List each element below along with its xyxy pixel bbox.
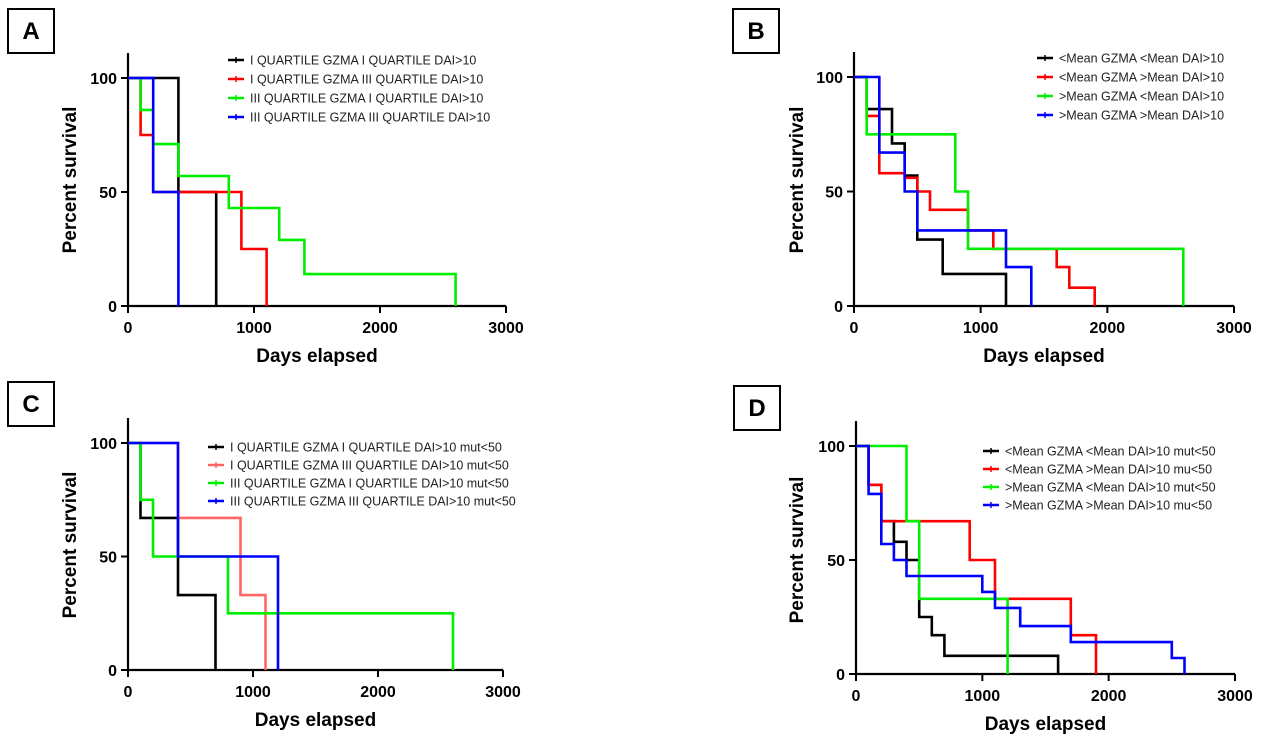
survival-curve-4 (128, 441, 280, 670)
x-tick-label: 2000 (362, 320, 398, 337)
legend-label: III QUARTILE GZMA III QUARTILE DAI>10 mu… (230, 495, 516, 509)
x-tick-label: 2000 (360, 684, 396, 701)
x-tick-label: 1000 (965, 688, 1001, 705)
survival-curve-3 (854, 75, 1185, 306)
x-tick-label: 1000 (236, 320, 272, 337)
x-tick-label: 1000 (235, 684, 271, 701)
y-tick-label: 50 (827, 553, 845, 570)
legend-label: I QUARTILE GZMA III QUARTILE DAI>10 (250, 73, 483, 87)
survival-curve-3 (128, 441, 455, 670)
x-tick-label: 0 (124, 320, 133, 337)
x-tick-label: 3000 (1217, 688, 1253, 705)
legend-label: III QUARTILE GZMA I QUARTILE DAI>10 mut<… (230, 477, 509, 491)
legend-label: III QUARTILE GZMA I QUARTILE DAI>10 (250, 92, 483, 106)
survival-curve-3 (856, 444, 1009, 674)
legend-label: >Mean GZMA >Mean DAI>10 (1059, 109, 1224, 123)
legend-label: <Mean GZMA <Mean DAI>10 (1059, 52, 1224, 66)
y-tick-label: 100 (818, 439, 845, 456)
panel-label-box (732, 8, 780, 54)
legend-label: I QUARTILE GZMA I QUARTILE DAI>10 mut<50 (230, 441, 502, 455)
legend: <Mean GZMA <Mean DAI>10 <Mean GZMA >Mean … (1037, 52, 1224, 123)
legend-label: I QUARTILE GZMA III QUARTILE DAI>10 mut<… (230, 459, 509, 473)
x-tick-label: 1000 (963, 320, 999, 337)
legend-label: I QUARTILE GZMA I QUARTILE DAI>10 (250, 54, 476, 68)
survival-curve-4 (128, 76, 180, 306)
y-tick-label: 50 (825, 185, 843, 202)
legend: I QUARTILE GZMA I QUARTILE DAI>10 mut<50… (208, 441, 516, 509)
x-tick-label: 3000 (485, 684, 521, 701)
panel-label-box (7, 381, 55, 427)
y-tick-label: 100 (816, 70, 843, 87)
y-axis-title: Percent survival (60, 472, 81, 619)
legend-label: >Mean GZMA >Mean DAI>10 mu<50 (1005, 499, 1212, 513)
legend-label: <Mean GZMA >Mean DAI>10 (1059, 71, 1224, 85)
x-axis-title: Days elapsed (985, 714, 1106, 735)
y-tick-label: 0 (108, 299, 117, 316)
panel-label: A (22, 18, 39, 45)
panel-label: B (747, 18, 764, 45)
panel-label: C (22, 391, 39, 418)
x-tick-label: 2000 (1091, 688, 1127, 705)
legend-label: >Mean GZMA <Mean DAI>10 mut<50 (1005, 481, 1216, 495)
x-tick-label: 0 (124, 684, 133, 701)
panel-label-box (7, 8, 55, 54)
survival-curve-4 (856, 444, 1186, 674)
y-tick-label: 0 (834, 299, 843, 316)
y-tick-label: 50 (99, 550, 117, 567)
legend: I QUARTILE GZMA I QUARTILE DAI>10 I QUART… (228, 54, 490, 125)
x-tick-label: 0 (852, 688, 861, 705)
y-axis-title: Percent survival (787, 107, 808, 254)
x-tick-label: 2000 (1090, 320, 1126, 337)
y-tick-label: 100 (90, 71, 117, 88)
panel-label-box (733, 385, 781, 431)
y-tick-label: 0 (836, 667, 845, 684)
survival-curve-3 (128, 76, 457, 306)
survival-curve-4 (854, 75, 1033, 306)
y-axis-title: Percent survival (787, 477, 808, 624)
x-tick-label: 0 (850, 320, 859, 337)
panel-label: D (748, 395, 765, 422)
y-axis-title: Percent survival (60, 107, 81, 254)
y-tick-label: 100 (90, 436, 117, 453)
y-tick-label: 50 (99, 185, 117, 202)
x-axis-title: Days elapsed (255, 710, 376, 731)
x-axis-title: Days elapsed (983, 346, 1104, 367)
x-tick-label: 3000 (488, 320, 524, 337)
y-tick-label: 0 (108, 663, 117, 680)
legend-label: III QUARTILE GZMA III QUARTILE DAI>10 (250, 111, 490, 125)
legend-label: >Mean GZMA <Mean DAI>10 (1059, 90, 1224, 104)
x-tick-label: 3000 (1216, 320, 1252, 337)
legend-label: <Mean GZMA >Mean DAI>10 mu<50 (1005, 463, 1212, 477)
legend-label: <Mean GZMA <Mean DAI>10 mut<50 (1005, 445, 1216, 459)
legend: <Mean GZMA <Mean DAI>10 mut<50 <Mean GZMA… (983, 445, 1216, 513)
x-axis-title: Days elapsed (256, 346, 377, 367)
survival-curve-2 (128, 76, 268, 306)
